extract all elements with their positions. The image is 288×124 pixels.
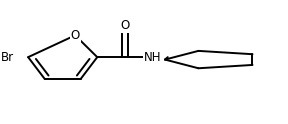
Text: Br: Br — [1, 51, 14, 64]
Text: NH: NH — [144, 51, 161, 64]
Text: O: O — [120, 19, 130, 32]
Text: O: O — [71, 29, 80, 42]
